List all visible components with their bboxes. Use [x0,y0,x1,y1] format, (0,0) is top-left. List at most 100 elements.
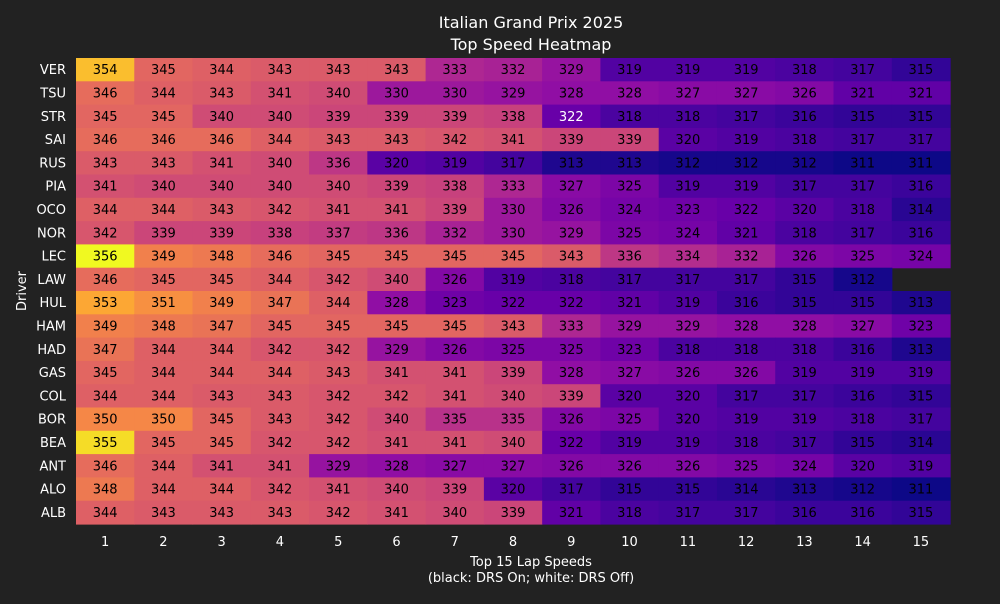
cell-value-label: 317 [850,63,875,78]
heatmap-cell [134,58,194,82]
cell-value-label: 339 [442,203,467,218]
heatmap-cell [134,454,194,478]
heatmap-cell [716,174,776,199]
heatmap-cell [483,407,543,432]
heatmap-cell [309,267,368,292]
heatmap-cell [250,337,310,362]
cell-value-label: 329 [384,343,409,358]
heatmap-cell [250,500,310,525]
cell-value-label: 341 [384,436,409,451]
cell-value-label: 348 [151,319,176,334]
cell-value-label: 326 [442,343,467,358]
cell-value-label: 314 [909,203,934,218]
lap-tick-label: 14 [854,535,871,550]
heatmap-cell [76,314,135,339]
heatmap-cell [716,221,776,245]
cell-value-label: 348 [93,483,118,498]
heatmap-cell [367,500,427,525]
cell-value-label: 341 [384,203,409,218]
cell-value-label: 344 [93,506,118,521]
heatmap-cell [891,104,951,129]
cell-value-label: 346 [268,250,293,265]
driver-tick-label: LAW [37,273,66,288]
heatmap-cell [367,407,427,432]
heatmap-cell [600,337,660,362]
cell-value-label: 311 [909,156,934,171]
heatmap-cell [891,384,951,409]
heatmap-cell [250,454,310,478]
heatmap-cell [891,127,951,152]
cell-value-label: 343 [268,413,293,428]
cell-value-label: 327 [501,459,526,474]
heatmap-cell [600,221,660,245]
heatmap-cell [600,151,660,176]
cell-value-label: 330 [501,226,526,241]
cell-value-label: 317 [734,506,759,521]
heatmap-cell [833,360,893,385]
cell-value-label: 340 [268,156,293,171]
cell-value-label: 340 [501,436,526,451]
heatmap-cell [483,197,543,222]
heatmap-cell [134,244,194,269]
cell-value-label: 320 [675,389,700,404]
cell-value-label: 344 [209,366,234,381]
cell-value-label: 344 [268,273,293,288]
heatmap-cell [658,81,718,106]
heatmap-cell [833,58,893,82]
cell-value-label: 344 [326,296,351,311]
cell-value-label: 344 [151,483,176,498]
heatmap-cell [250,174,310,199]
heatmap-cell [716,291,776,315]
heatmap-cell [250,81,310,106]
heatmap-cell [775,291,835,315]
cell-value-label: 330 [501,203,526,218]
cell-value-label: 322 [559,110,584,125]
cell-value-label: 315 [909,63,934,78]
heatmap-cell [600,197,660,222]
driver-tick-label: OCO [36,203,66,218]
cell-value-label: 343 [326,133,351,148]
cell-value-label: 323 [675,203,700,218]
lap-tick-label: 5 [334,535,342,550]
heatmap-cell [600,58,660,82]
heatmap-cell [658,337,718,362]
cell-value-label: 341 [442,436,467,451]
heatmap-cell [542,174,602,199]
heatmap-cell [425,360,485,385]
heatmap-cell [658,127,718,152]
cell-value-label: 316 [850,389,875,404]
heatmap-cell [367,104,427,129]
cell-value-label: 324 [909,250,934,265]
heatmap-cell [658,197,718,222]
cell-value-label: 336 [384,226,409,241]
heatmap-cell [833,151,893,176]
cell-value-label: 318 [675,343,700,358]
cell-value-label: 341 [209,156,234,171]
heatmap-cell [250,477,310,502]
driver-tick-label: VER [40,63,66,78]
driver-tick-label: BEA [40,436,66,451]
cell-value-label: 351 [151,296,176,311]
cell-value-label: 343 [209,389,234,404]
cell-value-label: 333 [501,180,526,195]
heatmap-cell [483,337,543,362]
heatmap-cell [250,197,310,222]
heatmap-cell [658,104,718,129]
cell-value-label: 317 [792,436,817,451]
cell-value-label: 319 [734,63,759,78]
heatmap-cell [425,221,485,245]
heatmap-cell [658,407,718,432]
cell-value-label: 345 [209,436,234,451]
driver-tick-label: ANT [39,459,66,474]
cell-value-label: 348 [209,250,234,265]
cell-value-label: 317 [850,180,875,195]
cell-value-label: 340 [384,413,409,428]
cell-value-label: 318 [850,413,875,428]
heatmap-cell [891,430,951,455]
lap-tick-label: 7 [451,535,459,550]
heatmap-cell [309,337,368,362]
driver-tick-label: COL [39,389,66,404]
heatmap-cell [716,81,776,106]
cell-value-label: 346 [93,273,118,288]
heatmap-cell [250,314,310,339]
